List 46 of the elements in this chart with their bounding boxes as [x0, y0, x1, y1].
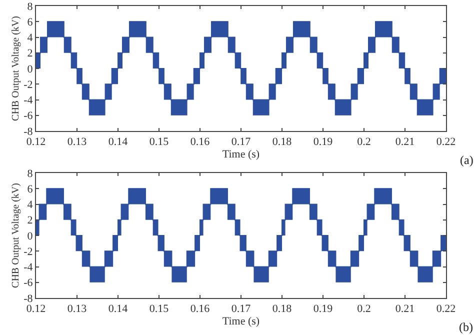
x-tick-label: 0.22: [436, 136, 456, 148]
y-tick-label: -6: [24, 110, 34, 122]
x-tick-label: 0.12: [26, 303, 46, 316]
y-tick-label: 0: [27, 63, 34, 76]
x-tick-label: 0.14: [108, 136, 128, 148]
y-tick-label: 0: [27, 230, 34, 242]
y-tick-label: -8: [24, 126, 34, 138]
x-tick-label: 0.15: [149, 136, 170, 148]
x-tick-label: 0.16: [190, 303, 210, 316]
x-tick-label: 0.19: [313, 136, 334, 148]
x-axis-title: Time (s): [222, 315, 260, 328]
y-tick-label: 4: [27, 199, 34, 212]
x-tick-label: 0.2: [357, 136, 371, 148]
y-tick-label: -2: [24, 246, 33, 258]
x-tick-label: 0.13: [67, 136, 88, 148]
x-tick-label: 0.18: [272, 303, 292, 316]
y-tick-label: -8: [24, 292, 34, 305]
x-tick-label: 0.2: [357, 303, 371, 316]
x-tick-label: 0.22: [436, 303, 456, 316]
y-axis-title: CHB Output Voltage (kV): [10, 16, 22, 121]
x-tick-label: 0.21: [395, 303, 415, 316]
y-tick-label: 8: [27, 168, 34, 180]
x-tick-label: 0.13: [67, 303, 88, 316]
y-tick-label: 4: [27, 32, 34, 44]
text: (b): [459, 320, 473, 334]
y-tick-label: -4: [24, 94, 34, 107]
y-axis-title: CHB Output Voltage (kV): [10, 183, 22, 288]
x-tick-label: 0.19: [313, 303, 334, 316]
x-axis-title: Time (s): [222, 148, 260, 160]
y-tick-label: 6: [27, 183, 34, 196]
x-tick-label: 0.16: [190, 136, 210, 148]
y-tick-label: 2: [27, 214, 33, 227]
x-tick-label: 0.18: [272, 136, 292, 148]
x-tick-label: 0.14: [108, 303, 128, 316]
y-tick-label: 2: [27, 48, 33, 60]
y-tick-label: 6: [27, 16, 34, 28]
y-tick-label: -2: [24, 78, 33, 91]
x-tick-label: 0.15: [149, 303, 170, 316]
x-tick-label: 0.21: [395, 136, 415, 148]
y-tick-label: -6: [24, 277, 34, 290]
y-tick-label: -4: [24, 262, 34, 274]
y-tick-label: 8: [27, 0, 34, 13]
text: (a): [460, 153, 474, 167]
x-tick-label: 0.17: [231, 136, 252, 148]
x-tick-label: 0.17: [231, 303, 252, 316]
x-tick-label: 0.12: [26, 136, 46, 148]
